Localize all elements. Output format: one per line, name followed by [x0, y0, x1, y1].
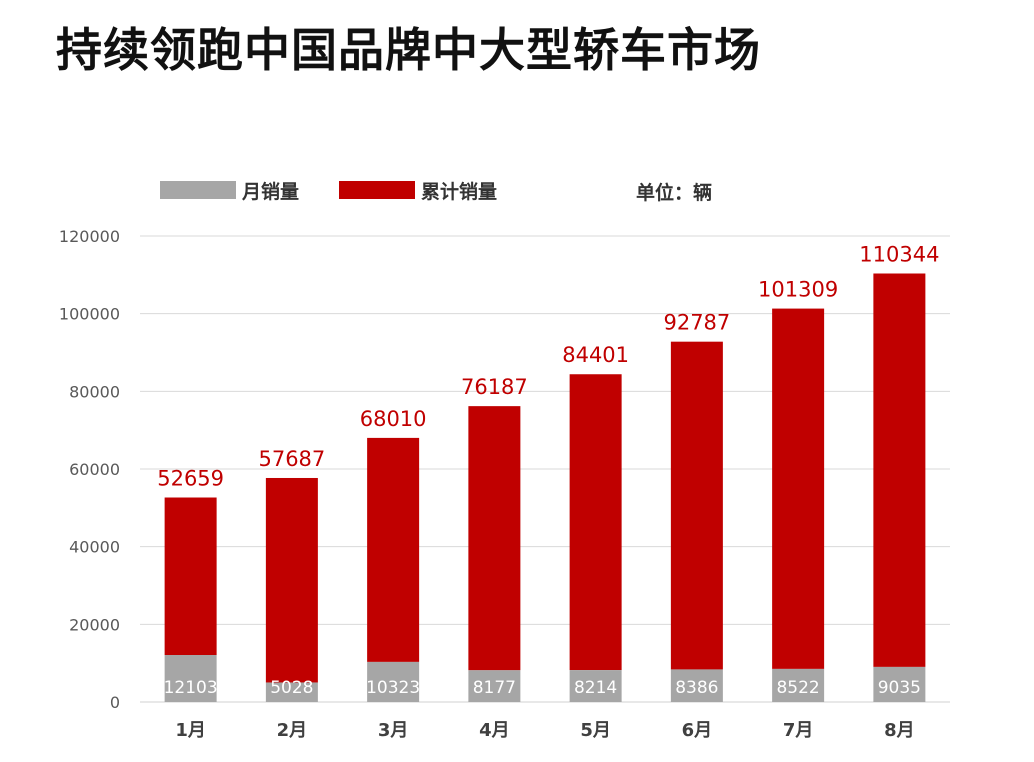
data-label-cumulative: 110344 — [859, 242, 939, 266]
x-tick-label: 8月 — [884, 720, 915, 741]
data-label-cumulative: 101309 — [758, 278, 838, 302]
y-tick-label: 20000 — [69, 615, 120, 634]
data-label-monthly: 8214 — [574, 678, 617, 698]
data-label-cumulative: 92787 — [663, 311, 730, 335]
data-label-monthly: 8522 — [776, 678, 819, 698]
bar-cumulative — [569, 374, 622, 671]
x-tick-label: 1月 — [175, 720, 206, 741]
data-label-cumulative: 68010 — [360, 407, 427, 431]
x-tick-label: 4月 — [479, 720, 510, 741]
bar-monthly — [468, 670, 521, 702]
bar-cumulative — [873, 273, 926, 667]
bar-monthly — [670, 669, 723, 702]
bar-monthly — [873, 666, 926, 702]
bar-cumulative — [367, 437, 420, 662]
bar-cumulative — [265, 477, 318, 683]
bar-cumulative — [468, 406, 521, 671]
y-tick-label: 120000 — [59, 227, 120, 246]
bar-cumulative — [670, 341, 723, 670]
bar-monthly — [569, 670, 622, 702]
data-label-monthly: 8177 — [473, 678, 516, 698]
y-tick-label: 40000 — [69, 538, 120, 557]
data-label-cumulative: 52659 — [157, 467, 224, 491]
y-tick-label: 80000 — [69, 382, 120, 401]
x-tick-label: 5月 — [580, 720, 611, 741]
y-tick-label: 60000 — [69, 460, 120, 479]
legend-item-monthly: 月销量 — [160, 177, 299, 204]
page-title: 持续领跑中国品牌中大型轿车市场 — [56, 23, 761, 77]
data-label-monthly: 5028 — [270, 678, 313, 698]
unit-label: 单位：辆 — [636, 182, 713, 204]
legend-swatch-cumulative — [339, 181, 416, 199]
bar-cumulative — [164, 497, 217, 655]
bar-monthly — [164, 655, 217, 702]
bar-monthly — [265, 682, 318, 702]
bar-cumulative — [772, 308, 825, 669]
y-tick-label: 0 — [110, 693, 120, 712]
data-label-cumulative: 84401 — [562, 343, 629, 367]
data-label-monthly: 9035 — [878, 678, 921, 698]
legend-item-cumulative: 累计销量 — [339, 177, 497, 204]
legend-swatch-monthly — [160, 181, 236, 199]
bar-monthly — [367, 661, 420, 702]
data-label-cumulative: 76187 — [461, 375, 528, 399]
data-label-monthly: 8386 — [675, 678, 718, 698]
x-tick-label: 6月 — [682, 720, 713, 741]
data-label-cumulative: 57687 — [258, 447, 325, 471]
data-label-monthly: 12103 — [164, 678, 218, 698]
x-tick-label: 7月 — [783, 720, 814, 741]
chart-legend: 月销量 累计销量 — [160, 176, 537, 204]
bar-monthly — [772, 668, 825, 702]
data-label-monthly: 10323 — [366, 678, 420, 698]
x-tick-label: 2月 — [277, 720, 308, 741]
legend-label-monthly: 月销量 — [242, 180, 300, 203]
legend-label-cumulative: 累计销量 — [421, 180, 498, 203]
y-tick-label: 100000 — [59, 305, 120, 324]
x-tick-label: 3月 — [378, 720, 409, 741]
